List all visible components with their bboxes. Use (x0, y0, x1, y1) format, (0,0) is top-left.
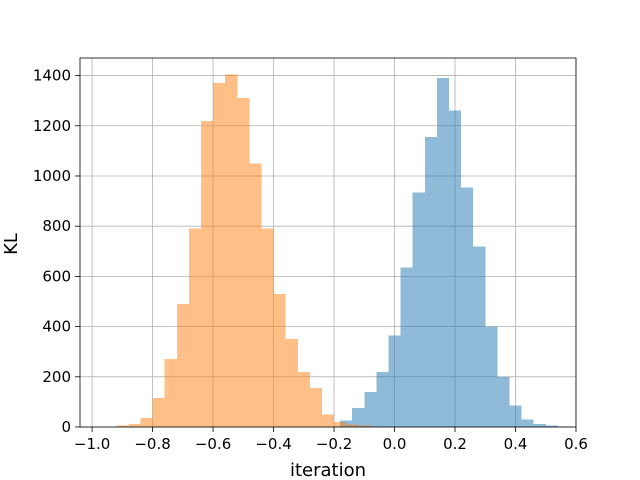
histogram-bar (400, 267, 413, 427)
histogram-bar (164, 359, 177, 427)
x-tick-label: −0.8 (134, 435, 170, 453)
histogram-bar (285, 339, 298, 427)
histogram-bars (116, 74, 570, 428)
x-tick-label: −0.6 (195, 435, 231, 453)
histogram-bar (364, 391, 377, 427)
x-axis-label: iteration (290, 460, 366, 480)
x-tick-label: 0.2 (443, 435, 467, 453)
x-axis-ticks: −1.0 −0.8 −0.6 −0.4 −0.2 0.0 0.2 0.4 0.6 (74, 427, 588, 453)
histogram-bar (261, 228, 274, 427)
histogram-bar (213, 83, 226, 427)
histogram-bar (533, 423, 546, 427)
x-tick-label: −0.4 (255, 435, 291, 453)
histogram-bar (297, 371, 310, 427)
histogram-bar (116, 425, 129, 427)
y-tick-label: 400 (42, 318, 71, 336)
histogram-bar (376, 371, 389, 427)
plot-frame (79, 57, 577, 428)
y-tick-label: 1400 (33, 67, 71, 85)
histogram-bar (473, 246, 486, 427)
histogram-bar (521, 419, 534, 427)
y-axis-label: KL (1, 233, 22, 255)
histogram-bar (128, 423, 141, 427)
y-tick-label: 200 (42, 368, 71, 386)
y-tick-label: 1200 (33, 117, 71, 135)
histogram-bar (334, 421, 347, 427)
histogram-bar (225, 74, 238, 427)
histogram-bar (485, 326, 498, 427)
histogram-bar (358, 425, 371, 427)
histogram-bar (352, 408, 365, 427)
histogram-bar (200, 120, 214, 428)
histogram-bar (140, 418, 153, 427)
histogram-bar (273, 293, 286, 427)
x-tick-label: 0.4 (504, 435, 528, 453)
histogram-bar (309, 388, 322, 427)
histogram-bar (545, 425, 558, 427)
y-tick-label: 1000 (33, 167, 71, 185)
y-axis-ticks: 0 200 400 600 800 1000 1200 1400 (33, 67, 80, 436)
x-tick-label: 0.6 (564, 435, 588, 453)
x-tick-label: −1.0 (74, 435, 110, 453)
histogram-bar (509, 405, 522, 427)
x-tick-label: 0.0 (383, 435, 407, 453)
histogram-bar (436, 78, 449, 427)
y-tick-label: 800 (42, 217, 71, 235)
histogram-bar (497, 376, 510, 427)
histogram-bar (340, 420, 353, 427)
histogram-bar (346, 424, 359, 427)
y-tick-label: 0 (61, 418, 71, 436)
histogram-bar (152, 398, 165, 427)
histogram-bar (321, 414, 335, 427)
y-tick-label: 600 (42, 267, 71, 285)
histogram-bar (388, 335, 401, 427)
histogram-bar (424, 137, 437, 428)
histogram-bar (249, 163, 262, 427)
histogram-bar (188, 228, 201, 427)
histogram-bar (461, 187, 474, 427)
histogram-bar (448, 110, 462, 427)
x-tick-label: −0.2 (316, 435, 352, 453)
histogram-bar (412, 192, 425, 427)
series-0 (340, 78, 570, 428)
series-1 (116, 74, 371, 428)
histogram-bar (237, 98, 250, 427)
histogram-bar (176, 304, 189, 427)
